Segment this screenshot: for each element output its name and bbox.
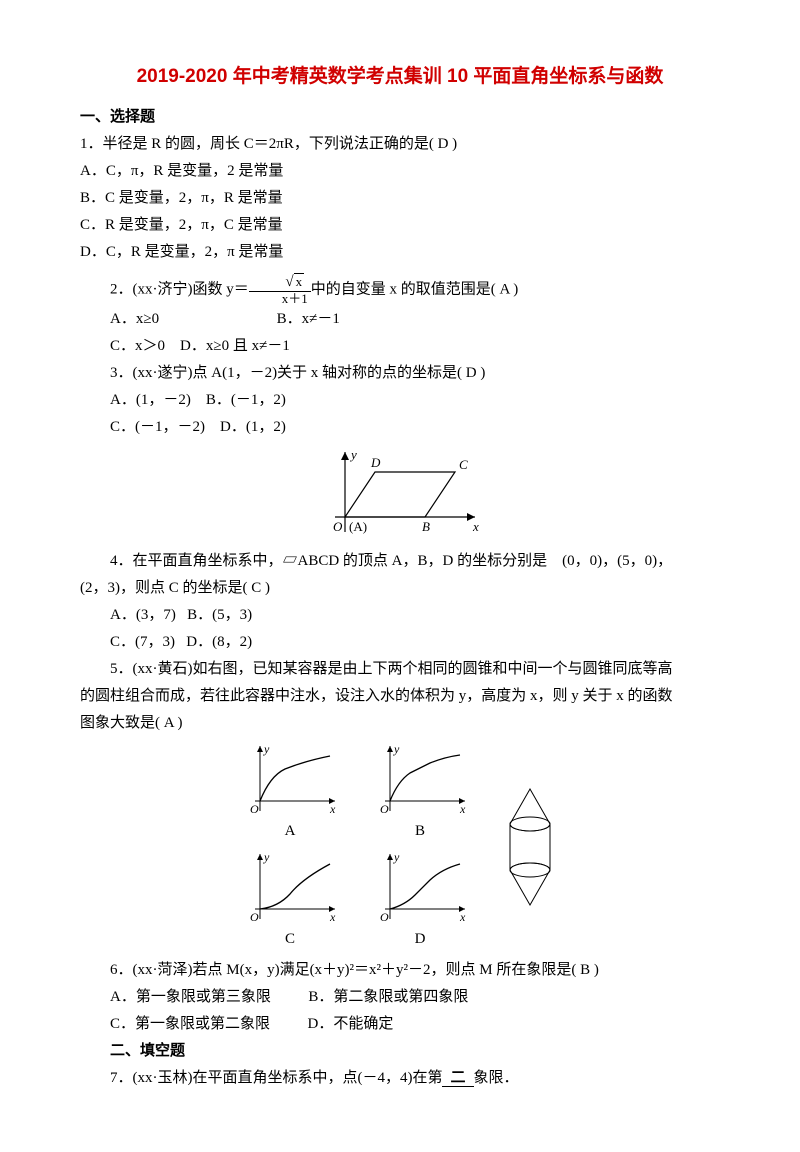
svg-text:O: O xyxy=(333,519,343,534)
q1-opt-d: D．C，R 是变量，2，π 是常量 xyxy=(80,239,720,266)
q3-stem: 3．(xx·遂宁)点 A(1，－2)关于 x 轴对称的点的坐标是( D ) xyxy=(80,360,720,387)
q4-stem2: (2，3)，则点 C 的坐标是( C ) xyxy=(80,575,720,602)
q2-row2: C．x＞0 D．x≥0 且 x≠－1 xyxy=(80,333,720,360)
q5-label-d: D xyxy=(370,926,470,953)
q7-stem: 7．(xx·玉林)在平面直角坐标系中，点(－4，4)在第二象限． xyxy=(80,1065,720,1092)
q7-answer: 二 xyxy=(442,1070,473,1087)
q4-figure: O (A) B C D x y xyxy=(80,447,720,542)
q5-stem2: 的圆柱组合而成，若往此容器中注水，设注入水的体积为 y，高度为 x，则 y 关于… xyxy=(80,683,720,710)
svg-text:y: y xyxy=(349,447,357,462)
q4-opt-d: D．(8，2) xyxy=(186,634,252,650)
q2-opt-d: D．x≥0 且 x≠－1 xyxy=(180,338,290,354)
page-title: 2019-2020 年中考精英数学考点集训 10 平面直角坐标系与函数 xyxy=(80,60,720,94)
q1-opt-c: C．R 是变量，2，π，C 是常量 xyxy=(80,212,720,239)
q5-label-a: A xyxy=(240,818,340,845)
q5-figure-block: O x y A O x y B xyxy=(80,737,720,957)
svg-text:D: D xyxy=(370,455,381,470)
q2-num: x xyxy=(294,273,305,289)
svg-text:x: x xyxy=(459,802,466,816)
q5-opt-a-graph: O x y A xyxy=(240,741,340,845)
q3-opt-a: A．(1，－2) xyxy=(110,392,191,408)
svg-text:y: y xyxy=(263,742,270,756)
svg-text:y: y xyxy=(263,850,270,864)
svg-text:(A): (A) xyxy=(349,519,367,534)
q2-opt-a: A．x≥0 xyxy=(110,311,159,327)
q6-row1: A．第一象限或第三象限 B．第二象限或第四象限 xyxy=(80,984,720,1011)
q4-opt-a: A．(3，7) xyxy=(110,607,176,623)
section-1-heading: 一、选择题 xyxy=(80,104,720,131)
q3-opt-d: D．(1，2) xyxy=(220,419,286,435)
q5-label-b: B xyxy=(370,818,470,845)
svg-text:O: O xyxy=(380,910,389,924)
svg-text:x: x xyxy=(329,802,336,816)
q1-opt-b: B．C 是变量，2，π，R 是常量 xyxy=(80,185,720,212)
svg-text:x: x xyxy=(472,519,479,534)
q3-opt-c: C．(－1，－2) xyxy=(110,419,205,435)
q2-opt-c: C．x＞0 xyxy=(110,338,165,354)
svg-text:B: B xyxy=(422,519,430,534)
q4-row1: A．(3，7) B．(5，3) xyxy=(80,602,720,629)
svg-text:C: C xyxy=(459,457,468,472)
q4-opt-c: C．(7，3) xyxy=(110,634,175,650)
q6-row2: C．第一象限或第二象限 D．不能确定 xyxy=(80,1011,720,1038)
q4-opt-b: B．(5，3) xyxy=(187,607,252,623)
q2-den: x＋1 xyxy=(249,292,311,306)
q5-stem3: 图象大致是( A ) xyxy=(80,710,720,737)
q2-post: 中的自变量 x 的取值范围是( A ) xyxy=(311,282,519,298)
q7-post: 象限． xyxy=(474,1070,519,1086)
svg-text:y: y xyxy=(393,742,400,756)
q5-opt-b-graph: O x y B xyxy=(370,741,470,845)
q2-row1: A．x≥0 B．x≠－1 xyxy=(80,306,720,333)
q5-opt-d-graph: O x y D xyxy=(370,849,470,953)
q4-stem1: 4．在平面直角坐标系中，▱ABCD 的顶点 A，B，D 的坐标分别是 (0，0)… xyxy=(80,548,720,575)
q2-opt-b: B．x≠－1 xyxy=(277,311,340,327)
q5-opt-c-graph: O x y C xyxy=(240,849,340,953)
q2-pre: 2．(xx·济宁)函数 y＝ xyxy=(110,282,249,298)
q6-stem: 6．(xx·菏泽)若点 M(x，y)满足(x＋y)²＝x²＋y²－2，则点 M … xyxy=(80,957,720,984)
q4-row2: C．(7，3) D．(8，2) xyxy=(80,629,720,656)
q5-container-icon xyxy=(500,782,560,912)
q5-label-c: C xyxy=(240,926,340,953)
fraction-icon: √xx＋1 xyxy=(249,274,311,306)
q5-stem1: 5．(xx·黄石)如右图，已知某容器是由上下两个相同的圆锥和中间一个与圆锥同底等… xyxy=(80,656,720,683)
q3-row1: A．(1，－2) B．(－1，2) xyxy=(80,387,720,414)
q1-stem: 1．半径是 R 的圆，周长 C＝2πR，下列说法正确的是( D ) xyxy=(80,131,720,158)
q6-opt-a: A．第一象限或第三象限 xyxy=(110,989,271,1005)
svg-text:x: x xyxy=(329,910,336,924)
q2-stem: 2．(xx·济宁)函数 y＝√xx＋1中的自变量 x 的取值范围是( A ) xyxy=(80,274,720,306)
q3-row2: C．(－1，－2) D．(1，2) xyxy=(80,414,720,441)
svg-text:O: O xyxy=(250,910,259,924)
q6-opt-c: C．第一象限或第二象限 xyxy=(110,1016,270,1032)
q7-pre: 7．(xx·玉林)在平面直角坐标系中，点(－4，4)在第 xyxy=(110,1070,442,1086)
q3-opt-b: B．(－1，2) xyxy=(206,392,286,408)
svg-text:O: O xyxy=(250,802,259,816)
svg-text:x: x xyxy=(459,910,466,924)
svg-text:O: O xyxy=(380,802,389,816)
section-2-heading: 二、填空题 xyxy=(80,1038,720,1065)
svg-text:y: y xyxy=(393,850,400,864)
q6-opt-b: B．第二象限或第四象限 xyxy=(308,989,468,1005)
q6-opt-d: D．不能确定 xyxy=(308,1016,394,1032)
q1-opt-a: A．C，π，R 是变量，2 是常量 xyxy=(80,158,720,185)
